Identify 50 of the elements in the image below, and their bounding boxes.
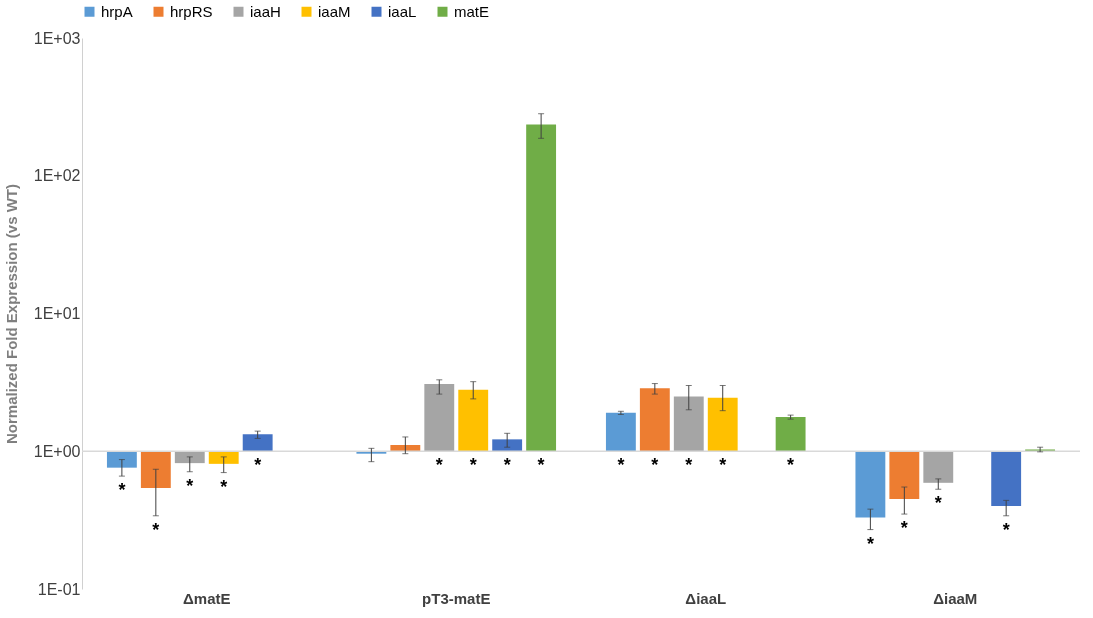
bar: [673, 396, 704, 452]
bar: [424, 383, 455, 452]
data-label: *: [685, 455, 693, 476]
x-tick-label: ΔiaaM: [933, 589, 978, 607]
legend-label: iaaL: [388, 2, 417, 20]
data-label: *: [220, 476, 228, 497]
data-label: *: [503, 455, 511, 476]
bar: [458, 389, 489, 452]
data-label: *: [934, 493, 942, 514]
data-label: *: [254, 455, 262, 476]
data-label: *: [469, 455, 477, 476]
bar: [492, 439, 523, 452]
data-label: *: [866, 533, 874, 554]
bar: [923, 451, 954, 483]
data-label: *: [900, 518, 908, 539]
bar: [242, 434, 273, 452]
data-label: *: [152, 519, 160, 540]
bar: [889, 451, 920, 500]
legend-label: iaaM: [318, 2, 351, 20]
x-tick-label: ΔiaaL: [685, 589, 727, 607]
y-axis-title: Normalized Fold Expression (vs WT): [2, 183, 20, 445]
bar: [991, 451, 1022, 507]
bar: [855, 451, 886, 518]
y-tick-label: 1E+01: [33, 305, 81, 322]
y-tick-label: 1E+03: [33, 29, 81, 47]
y-tick-label: 1E+00: [33, 442, 81, 460]
data-label: *: [651, 455, 659, 476]
x-tick-label: pT3-matE: [422, 589, 491, 607]
legend-label: iaaH: [250, 2, 281, 20]
legend-label: hrpA: [101, 2, 133, 20]
data-label: *: [719, 455, 727, 476]
bar: [639, 388, 670, 452]
data-label: *: [118, 480, 126, 501]
x-tick-label: ΔmatE: [183, 589, 231, 607]
data-label: *: [435, 455, 443, 476]
data-label: *: [1002, 519, 1010, 540]
bar: [140, 451, 171, 489]
data-label: *: [787, 455, 795, 476]
bar: [775, 417, 806, 452]
y-tick-label: 1E+02: [33, 167, 81, 185]
data-label: *: [617, 455, 625, 476]
legend-label: hrpRS: [170, 2, 213, 20]
bar: [390, 445, 421, 452]
bar: [707, 397, 738, 452]
bar: [605, 412, 636, 452]
data-label: *: [537, 455, 545, 476]
y-tick-label: 1E-01: [37, 580, 81, 598]
data-label: *: [186, 475, 194, 496]
legend-label: matE: [454, 2, 490, 20]
bar: [526, 124, 557, 452]
